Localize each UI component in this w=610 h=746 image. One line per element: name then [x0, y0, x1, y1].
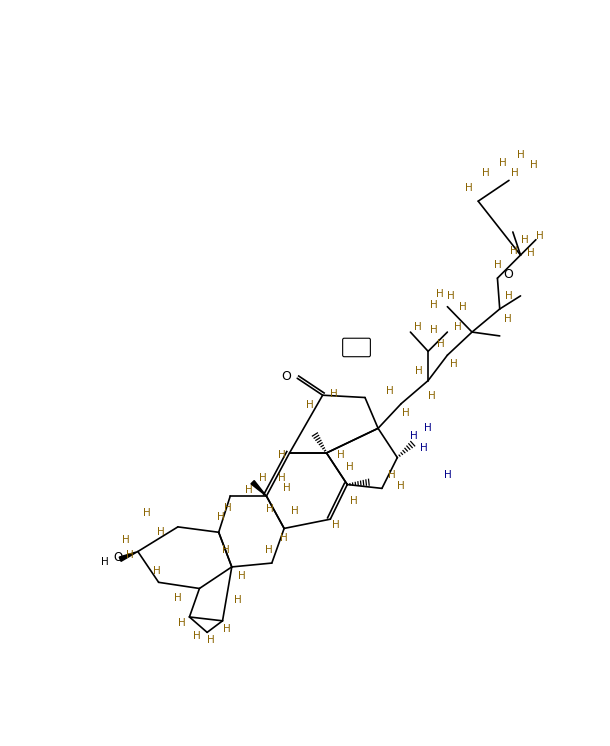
Text: H: H	[459, 301, 467, 312]
Text: H: H	[337, 451, 345, 460]
Polygon shape	[119, 551, 138, 561]
Text: H: H	[493, 260, 501, 270]
Text: Abs: Abs	[347, 342, 366, 352]
Text: H: H	[222, 545, 229, 555]
Text: H: H	[245, 485, 253, 495]
Text: H: H	[280, 533, 288, 542]
Text: H: H	[536, 231, 544, 241]
Text: H: H	[178, 618, 185, 628]
Text: H: H	[420, 442, 428, 453]
Text: O: O	[113, 551, 123, 564]
Text: H: H	[511, 168, 519, 178]
Text: H: H	[267, 504, 274, 514]
Text: H: H	[174, 593, 182, 603]
Text: H: H	[329, 389, 337, 398]
Text: H: H	[465, 183, 473, 193]
Text: H: H	[283, 483, 291, 493]
Text: H: H	[332, 519, 340, 530]
FancyBboxPatch shape	[343, 338, 370, 357]
Text: H: H	[453, 322, 461, 332]
Text: H: H	[306, 400, 314, 410]
Text: H: H	[414, 322, 422, 332]
Text: H: H	[450, 360, 458, 369]
Text: H: H	[238, 571, 246, 581]
Text: H: H	[153, 565, 161, 576]
Text: H: H	[350, 497, 357, 507]
Text: H: H	[499, 157, 507, 168]
Text: H: H	[259, 474, 267, 483]
Text: H: H	[428, 391, 436, 401]
Text: H: H	[386, 386, 393, 396]
Text: H: H	[482, 168, 490, 178]
Text: H: H	[143, 508, 151, 518]
Text: H: H	[526, 248, 534, 258]
Text: H: H	[429, 325, 437, 335]
Text: H: H	[346, 462, 354, 471]
Text: H: H	[121, 535, 129, 545]
Text: O: O	[281, 370, 291, 383]
Text: H: H	[504, 314, 511, 324]
Text: H: H	[224, 503, 232, 513]
Text: H: H	[402, 408, 410, 418]
Text: H: H	[207, 635, 215, 645]
Text: H: H	[397, 481, 405, 491]
Text: H: H	[411, 431, 418, 441]
Text: H: H	[265, 545, 273, 555]
Text: H: H	[126, 551, 134, 560]
Text: H: H	[278, 473, 285, 483]
Text: O: O	[504, 268, 514, 280]
Text: H: H	[447, 291, 455, 301]
Text: H: H	[511, 246, 518, 256]
Text: H: H	[424, 423, 432, 433]
Text: H: H	[157, 527, 165, 537]
Text: H: H	[234, 595, 242, 605]
Text: H: H	[517, 150, 525, 160]
Text: H: H	[520, 235, 528, 245]
Text: H: H	[278, 451, 285, 460]
Text: H: H	[291, 507, 299, 516]
Text: H: H	[529, 160, 537, 170]
Polygon shape	[251, 480, 267, 496]
Text: H: H	[388, 469, 396, 480]
Text: H: H	[443, 469, 451, 480]
Text: H: H	[101, 557, 109, 566]
Text: H: H	[223, 624, 230, 633]
Text: H: H	[436, 289, 443, 298]
Text: H: H	[193, 631, 201, 642]
Text: H: H	[505, 291, 513, 301]
Text: H: H	[415, 366, 423, 375]
Text: H: H	[431, 300, 438, 310]
Text: H: H	[437, 339, 445, 348]
Text: H: H	[217, 512, 225, 522]
